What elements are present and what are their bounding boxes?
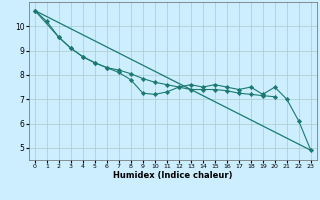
X-axis label: Humidex (Indice chaleur): Humidex (Indice chaleur) bbox=[113, 171, 233, 180]
